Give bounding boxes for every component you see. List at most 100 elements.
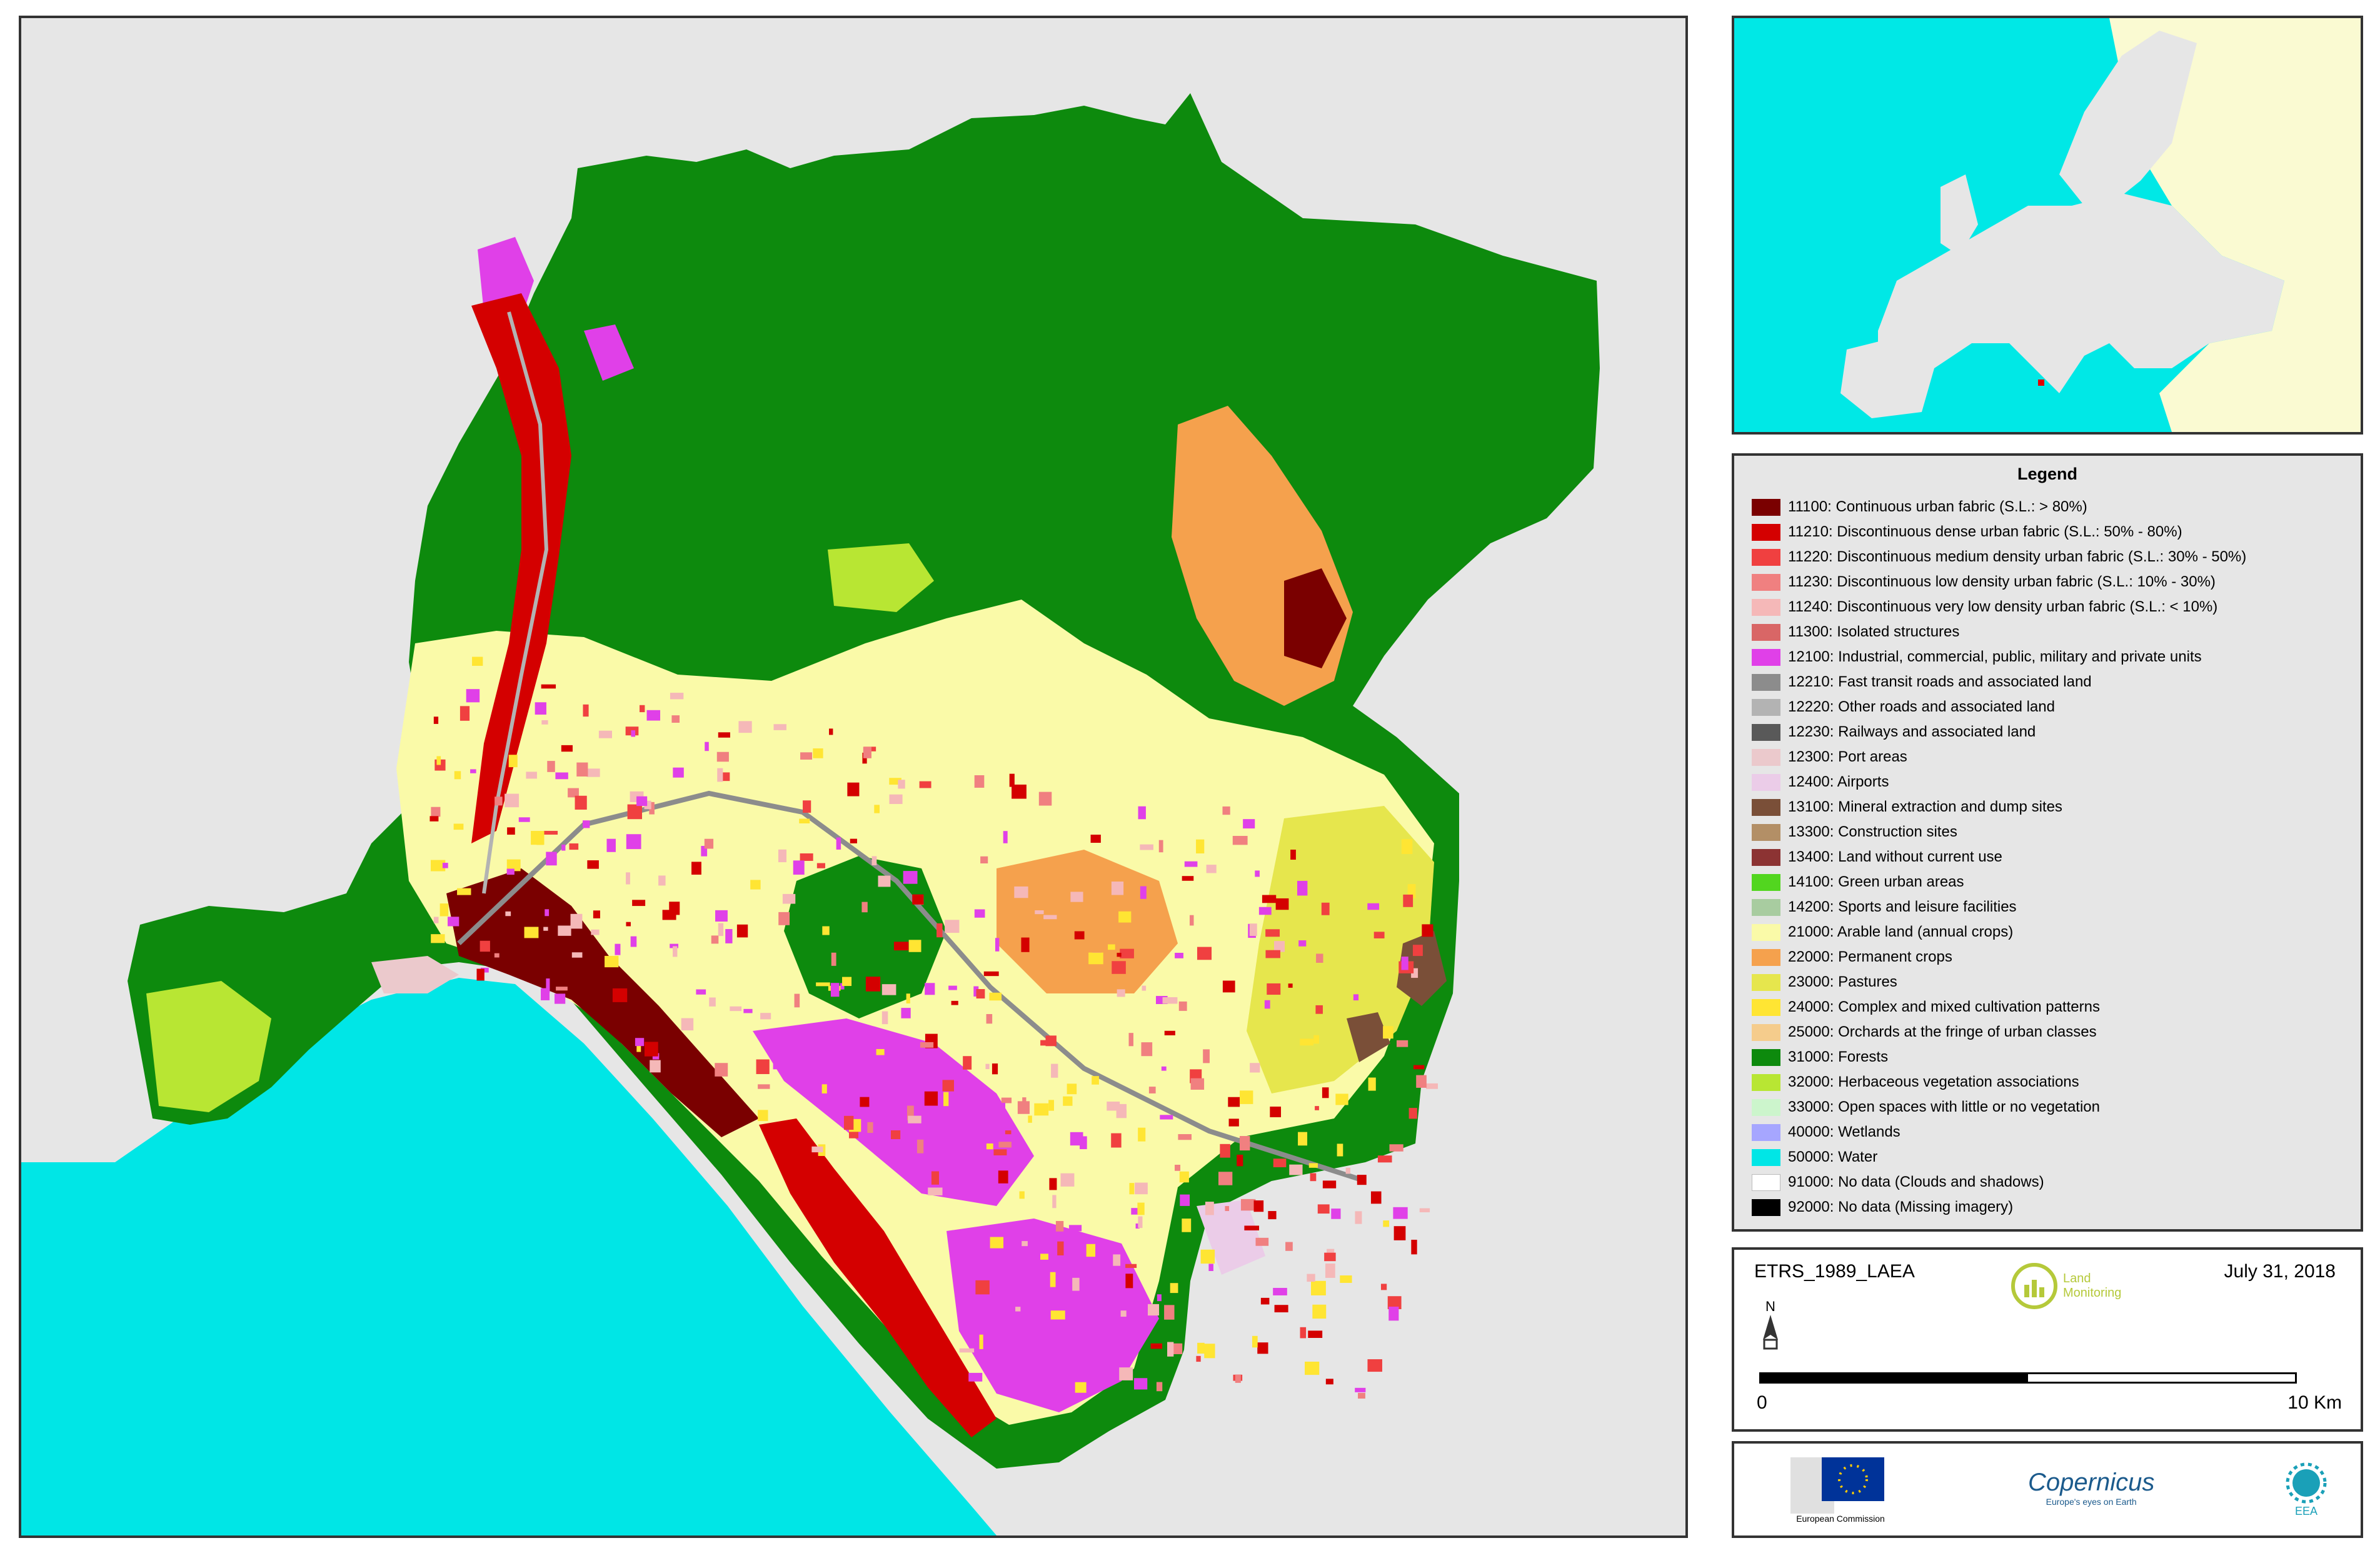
inset-continental-europe <box>1878 193 2284 393</box>
legend-item: 11240: Discontinuous very low density ur… <box>1752 595 2246 620</box>
port-area <box>371 956 459 993</box>
legend-swatch <box>1752 1148 1780 1166</box>
legend-swatch <box>1752 498 1780 516</box>
legend-swatch <box>1752 998 1780 1016</box>
herbaceous-west <box>146 981 271 1112</box>
legend-swatch <box>1752 698 1780 716</box>
legend-label: 21000: Arable land (annual crops) <box>1788 923 2014 940</box>
date-label: July 31, 2018 <box>2224 1261 2336 1282</box>
ec-flag-icon <box>1790 1457 1884 1514</box>
legend-label: 91000: No data (Clouds and shadows) <box>1788 1174 2044 1190</box>
legend-item: 92000: No data (Missing imagery) <box>1752 1195 2246 1220</box>
eea-logo: EEA <box>2284 1461 2328 1518</box>
legend-swatch <box>1752 648 1780 666</box>
legend-item: 50000: Water <box>1752 1145 2246 1170</box>
valley-road <box>482 311 549 894</box>
scale-start-label: 0 <box>1757 1392 1767 1413</box>
legend-label: 32000: Herbaceous vegetation association… <box>1788 1073 2079 1090</box>
legend-title: Legend <box>2017 465 2077 483</box>
herbaceous-zone <box>828 543 934 612</box>
legend-swatch <box>1752 798 1780 816</box>
legend-swatch <box>1752 598 1780 616</box>
inset-scandinavia <box>2059 31 2197 206</box>
main-map[interactable] <box>19 16 1688 1538</box>
legend-panel: Legend 11100: Continuous urban fabric (S… <box>1732 453 2363 1232</box>
legend-list: 11100: Continuous urban fabric (S.L.: > … <box>1752 495 2246 1220</box>
scale-end-label: 10 Km <box>2287 1392 2342 1413</box>
legend-swatch <box>1752 523 1780 541</box>
urban-valley-north <box>471 293 571 843</box>
legend-item: 31000: Forests <box>1752 1045 2246 1070</box>
legend-item: 91000: No data (Clouds and shadows) <box>1752 1170 2246 1195</box>
european-commission-logo: European Commission <box>1790 1451 1890 1524</box>
forest-patch-center <box>784 856 946 1018</box>
legend-swatch <box>1752 773 1780 791</box>
legend-swatch <box>1752 748 1780 766</box>
inset-british-isles <box>1941 174 1978 256</box>
legend-item: 13400: Land without current use <box>1752 845 2246 870</box>
land-cover-map[interactable] <box>21 18 1685 1535</box>
copernicus-logo-text: Copernicus <box>2028 1469 2155 1496</box>
eea-logo-text: EEA <box>2294 1505 2318 1517</box>
legend-label: 24000: Complex and mixed cultivation pat… <box>1788 998 2100 1015</box>
legend-item: 12100: Industrial, commercial, public, m… <box>1752 645 2246 670</box>
legend-item: 11300: Isolated structures <box>1752 620 2246 645</box>
legend-label: 12220: Other roads and associated land <box>1788 698 2055 715</box>
legend-item: 12210: Fast transit roads and associated… <box>1752 670 2246 695</box>
legend-swatch <box>1752 948 1780 966</box>
legend-swatch <box>1752 623 1780 641</box>
legend-label: 14100: Green urban areas <box>1788 873 1964 890</box>
legend-label: 11100: Continuous urban fabric (S.L.: > … <box>1788 498 2087 515</box>
area-of-interest-marker <box>2038 379 2044 386</box>
urban-east-valley <box>1284 568 1347 668</box>
legend-item: 24000: Complex and mixed cultivation pat… <box>1752 995 2246 1020</box>
legend-swatch <box>1752 1174 1780 1191</box>
legend-label: 13100: Mineral extraction and dump sites <box>1788 798 2062 815</box>
legend-label: 11240: Discontinuous very low density ur… <box>1788 598 2218 615</box>
legend-item: 23000: Pastures <box>1752 970 2246 995</box>
legend-item: 13300: Construction sites <box>1752 820 2246 845</box>
projection-label: ETRS_1989_LAEA <box>1754 1261 1915 1282</box>
legend-item: 11100: Continuous urban fabric (S.L.: > … <box>1752 495 2246 520</box>
legend-item: 40000: Wetlands <box>1752 1120 2246 1145</box>
legend-swatch <box>1752 673 1780 691</box>
legend-item: 21000: Arable land (annual crops) <box>1752 920 2246 945</box>
legend-item: 12220: Other roads and associated land <box>1752 695 2246 720</box>
legend-label: 12230: Railways and associated land <box>1788 723 2036 740</box>
legend-swatch <box>1752 973 1780 991</box>
legend-swatch <box>1752 1073 1780 1091</box>
legend-label: 11230: Discontinuous low density urban f… <box>1788 573 2216 590</box>
legend-item: 22000: Permanent crops <box>1752 945 2246 970</box>
urban-belt-coast <box>759 1118 997 1437</box>
legend-label: 13300: Construction sites <box>1788 823 1957 840</box>
legend-item: 11230: Discontinuous low density urban f… <box>1752 570 2246 595</box>
legend-label: 50000: Water <box>1788 1148 1878 1165</box>
industrial-zone-north-2 <box>584 324 634 381</box>
legend-swatch <box>1752 1123 1780 1141</box>
legend-label: 11300: Isolated structures <box>1788 623 1960 640</box>
north-arrow: N <box>1759 1299 1782 1352</box>
eea-globe-icon <box>2286 1462 2327 1504</box>
legend-swatch <box>1752 573 1780 591</box>
legend-item: 14100: Green urban areas <box>1752 870 2246 895</box>
north-arrow-icon <box>1763 1315 1778 1350</box>
north-label: N <box>1765 1299 1775 1314</box>
land-monitoring-text: Land Monitoring <box>2063 1272 2122 1300</box>
legend-swatch <box>1752 723 1780 741</box>
land-monitoring-logo: Land Monitoring <box>2009 1261 2132 1311</box>
legend-label: 23000: Pastures <box>1788 973 1897 990</box>
legend-item: 11210: Discontinuous dense urban fabric … <box>1752 520 2246 545</box>
europe-inset-svg <box>1734 18 2361 432</box>
sea-area <box>21 978 997 1535</box>
legend-label: 40000: Wetlands <box>1788 1123 1900 1140</box>
legend-item: 12400: Airports <box>1752 770 2246 795</box>
legend-label: 11210: Discontinuous dense urban fabric … <box>1788 523 2182 540</box>
mineral-extraction-site <box>1397 931 1447 1006</box>
land-monitoring-icon <box>2011 1263 2057 1309</box>
legend-swatch <box>1752 823 1780 841</box>
legend-label: 12210: Fast transit roads and associated… <box>1788 673 2092 690</box>
legend-label: 31000: Forests <box>1788 1048 1889 1065</box>
highway-road <box>457 790 1367 1184</box>
legend-label: 12100: Industrial, commercial, public, m… <box>1788 648 2202 665</box>
ec-logo-text: European Commission <box>1796 1514 1885 1524</box>
